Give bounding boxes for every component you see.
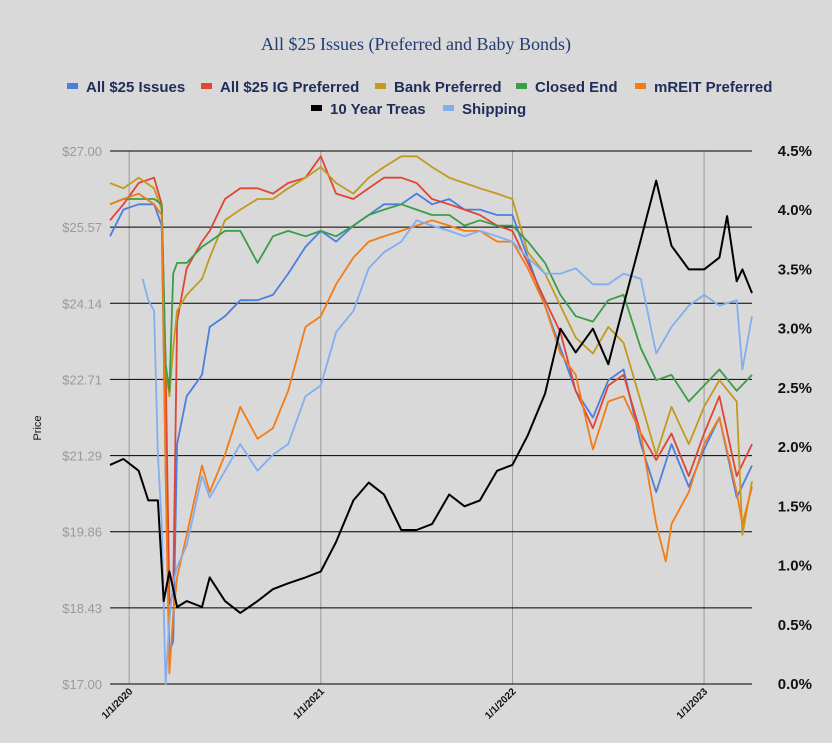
y2-tick-label: 4.5% [778,143,812,160]
series-line-all-25-issues [109,192,753,653]
y2-tick-label: 3.5% [778,261,812,278]
series-line-10-year-treas [109,179,753,614]
x-tick-label: 1/1/2022 [483,686,519,722]
y2-tick-label: 0.5% [778,617,812,634]
chart-title: All $25 Issues (Preferred and Baby Bonds… [261,34,571,55]
vertical-gridlines [128,151,705,684]
y-tick-label: $21.29 [62,449,102,464]
series-line-bank-preferred [109,155,753,536]
horizontal-gridlines [110,150,752,685]
series-line-mreit-preferred [109,192,753,675]
x-tick-label: 1/1/2023 [675,686,711,722]
legend-swatch [311,105,322,111]
legend-item-shipping[interactable]: Shipping [443,101,526,118]
legend-swatch [516,83,527,89]
legend-label: Bank Preferred [394,79,502,96]
y-tick-label: $27.00 [62,144,102,159]
x-tick-label: 1/1/2021 [292,686,328,722]
legend-label: All $25 Issues [86,79,185,96]
legend-label: Shipping [462,101,526,118]
y2-tick-label: 0.0% [778,676,812,693]
y-tick-label: $19.86 [62,525,102,540]
y2-tick-label: 2.0% [778,439,812,456]
x-axis-ticks: 1/1/2020 1/1/2021 1/1/2022 1/1/2023 [100,686,711,722]
y2-tick-label: 3.0% [778,321,812,338]
legend-swatch [201,83,212,89]
legend-swatch [67,83,78,89]
y2-tick-label: 4.0% [778,202,812,219]
legend-item-all-25-ig-preferred[interactable]: All $25 IG Preferred [201,79,359,96]
legend-swatch [375,83,386,89]
legend-swatch [635,83,646,89]
right-axis-ticks: 0.0% 0.5% 1.0% 1.5% 2.0% 2.5% 3.0% 3.5% 4.0% 4.5% [778,143,812,693]
y2-tick-label: 1.5% [778,498,812,515]
legend-label: All $25 IG Preferred [220,79,359,96]
y-tick-label: $18.43 [62,601,102,616]
legend-label: Closed End [535,79,618,96]
y-tick-label: $25.57 [62,220,102,235]
x-tick-label: 1/1/2020 [100,686,136,722]
y-axis-label: Price [32,415,44,440]
legend-label: 10 Year Treas [330,101,426,118]
legend: All $25 Issues All $25 IG Preferred Bank… [67,79,772,118]
legend-item-closed-end[interactable]: Closed End [516,79,618,96]
legend-label: mREIT Preferred [654,79,772,96]
legend-item-10-year-treas[interactable]: 10 Year Treas [311,101,426,118]
y2-tick-label: 1.0% [778,558,812,575]
y2-tick-label: 2.5% [778,380,812,397]
legend-item-all-25-issues[interactable]: All $25 Issues [67,79,185,96]
series-line-closed-end [109,198,753,403]
series-line-all-25-ig-preferred [109,155,753,605]
left-axis-ticks: $17.00 $18.43 $19.86 $21.29 $22.71 $24.14 $25.… [62,144,102,692]
y-tick-label: $17.00 [62,677,102,692]
series-line-shipping [141,219,753,685]
series-lines [109,155,753,685]
y-tick-label: $24.14 [62,296,102,311]
y-tick-label: $22.71 [62,372,102,387]
legend-item-mreit-preferred[interactable]: mREIT Preferred [635,79,772,96]
legend-swatch [443,105,454,111]
legend-item-bank-preferred[interactable]: Bank Preferred [375,79,502,96]
